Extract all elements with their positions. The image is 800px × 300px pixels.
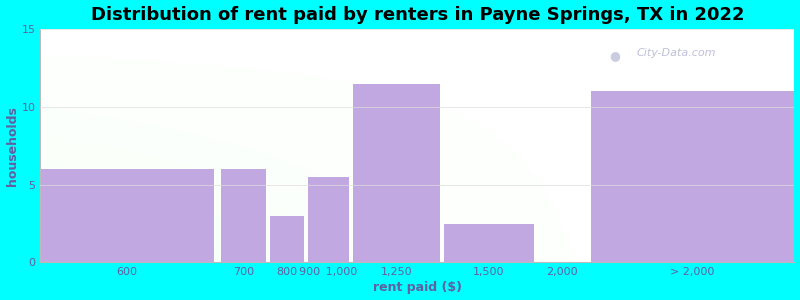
X-axis label: rent paid ($): rent paid ($): [373, 281, 462, 294]
Bar: [222, 169, 266, 262]
Y-axis label: households: households: [6, 106, 18, 186]
Text: ●: ●: [610, 49, 621, 62]
Bar: [308, 177, 350, 262]
Bar: [354, 84, 440, 262]
Bar: [270, 216, 304, 262]
Bar: [590, 92, 794, 262]
Bar: [40, 169, 214, 262]
Title: Distribution of rent paid by renters in Payne Springs, TX in 2022: Distribution of rent paid by renters in …: [90, 6, 744, 24]
Bar: [444, 224, 534, 262]
Text: City-Data.com: City-Data.com: [636, 48, 715, 58]
